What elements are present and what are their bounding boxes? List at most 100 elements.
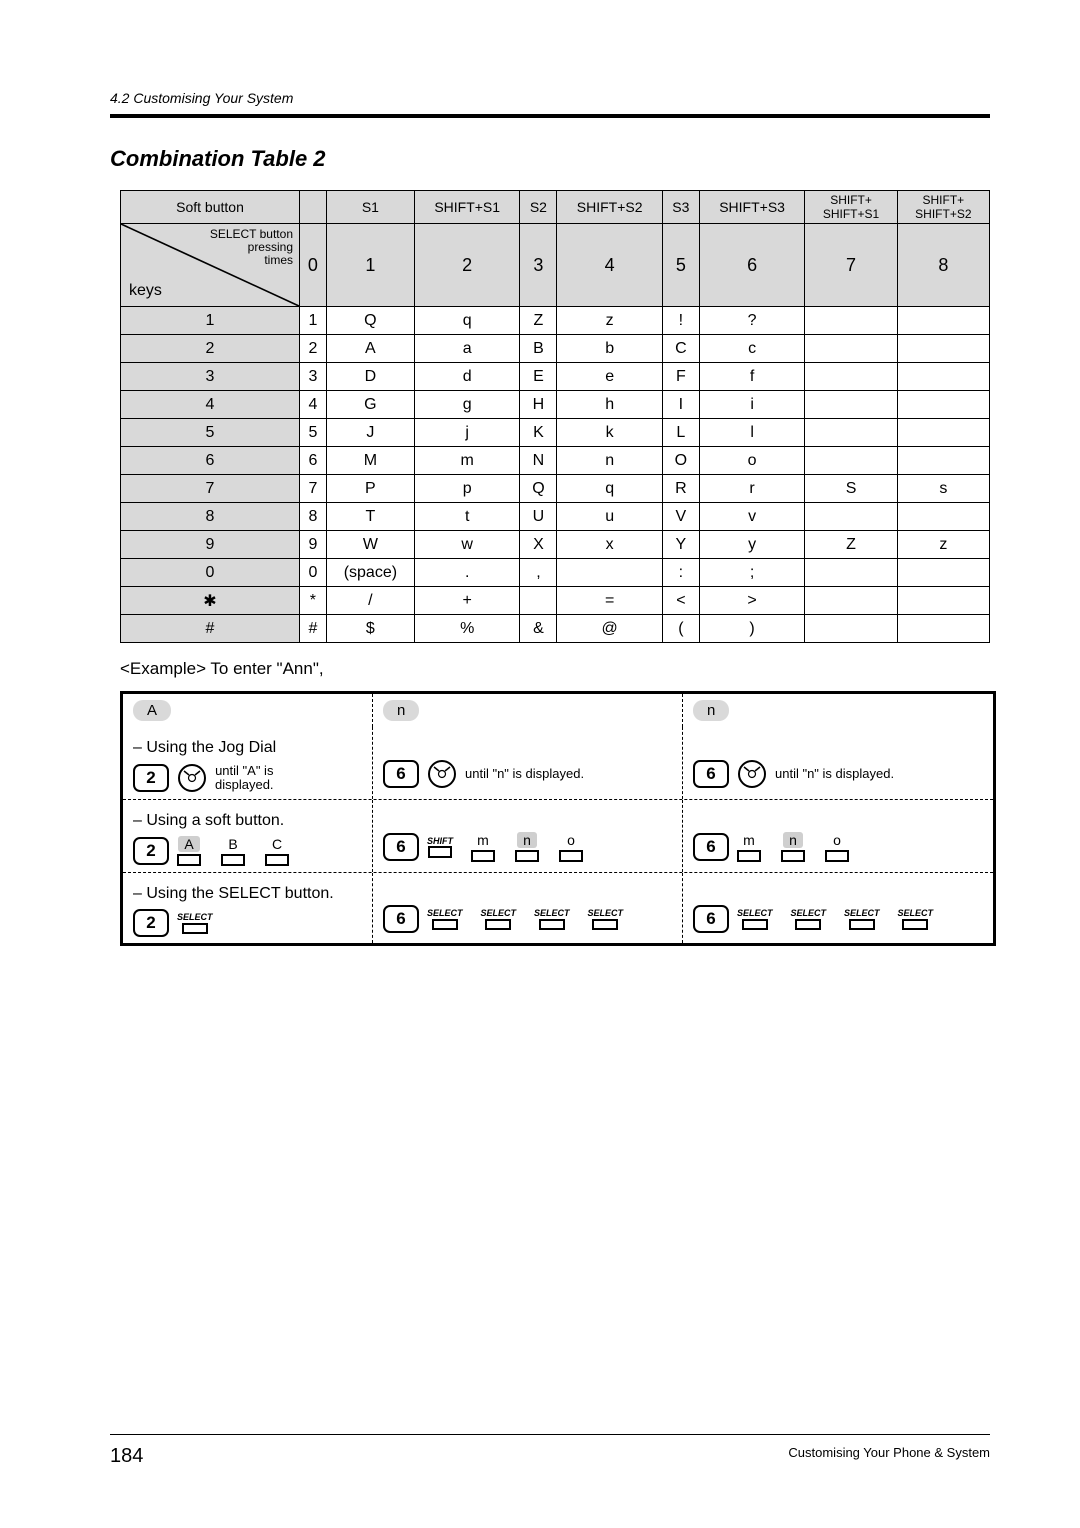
table-cell [897, 307, 989, 335]
table-cell: # [300, 615, 327, 643]
table-row: 55JjKkLl [121, 419, 990, 447]
key-button-6: 6 [383, 905, 419, 933]
key-cell: 8 [121, 503, 300, 531]
table-cell: 4 [300, 391, 327, 419]
soft-button: o [559, 832, 583, 862]
table-cell: p [414, 475, 520, 503]
table-cell: ? [699, 307, 805, 335]
table-cell: + [414, 587, 520, 615]
table-cell [557, 559, 663, 587]
table-cell: 8 [300, 503, 327, 531]
key-cell: 9 [121, 531, 300, 559]
table-row: 22AaBbCc [121, 335, 990, 363]
table-row: 11QqZz!? [121, 307, 990, 335]
table-cell: & [520, 615, 557, 643]
press-count-header: 4 [557, 224, 663, 307]
table-cell [805, 615, 897, 643]
table-cell: 6 [300, 447, 327, 475]
table-cell: R [662, 475, 699, 503]
table-cell [897, 447, 989, 475]
table-cell: m [414, 447, 520, 475]
table-cell: X [520, 531, 557, 559]
key-button-6: 6 [383, 760, 419, 788]
select-button: SELECT [534, 908, 570, 930]
diagonal-header-cell: SELECT button pressing timeskeys [121, 224, 300, 307]
table-cell: ; [699, 559, 805, 587]
table-cell: / [326, 587, 414, 615]
soft-button: m [471, 832, 495, 862]
table-cell [805, 447, 897, 475]
soft-button: B [221, 836, 245, 866]
table-header-cell [300, 191, 327, 224]
table-cell: 2 [300, 335, 327, 363]
table-cell: V [662, 503, 699, 531]
table-header-cell: S3 [662, 191, 699, 224]
table-cell: z [557, 307, 663, 335]
select-button: SELECT [481, 908, 517, 930]
table-header-cell: SHIFT+SHIFT+S1 [805, 191, 897, 224]
table-cell: G [326, 391, 414, 419]
press-count-header: 7 [805, 224, 897, 307]
table-cell: P [326, 475, 414, 503]
table-cell: f [699, 363, 805, 391]
table-cell: n [557, 447, 663, 475]
jog-dial-icon [427, 759, 457, 789]
table-cell: @ [557, 615, 663, 643]
table-cell: K [520, 419, 557, 447]
table-cell: v [699, 503, 805, 531]
jogdial-text-3: until "n" is displayed. [775, 767, 894, 781]
table-header-cell: S2 [520, 191, 557, 224]
table-cell: Z [520, 307, 557, 335]
jog-dial-icon [177, 763, 207, 793]
table-cell: 9 [300, 531, 327, 559]
table-cell: k [557, 419, 663, 447]
table-cell: 0 [300, 559, 327, 587]
table-cell: A [326, 335, 414, 363]
table-cell [805, 335, 897, 363]
table-cell: D [326, 363, 414, 391]
key-cell: # [121, 615, 300, 643]
table-row: 00(space).,:; [121, 559, 990, 587]
press-count-header: 0 [300, 224, 327, 307]
table-cell: h [557, 391, 663, 419]
table-row: 66MmNnOo [121, 447, 990, 475]
jogdial-method-label: – Using the Jog Dial [133, 739, 362, 757]
key-cell: 5 [121, 419, 300, 447]
table-cell: 5 [300, 419, 327, 447]
table-cell: O [662, 447, 699, 475]
table-cell: ( [662, 615, 699, 643]
key-cell: 6 [121, 447, 300, 475]
table-cell: % [414, 615, 520, 643]
press-count-header: 2 [414, 224, 520, 307]
select-button: SELECT [588, 908, 624, 930]
table-cell: B [520, 335, 557, 363]
table-cell: Q [520, 475, 557, 503]
soft-button: C [265, 836, 289, 866]
select-button: SELECT [177, 912, 213, 934]
table-cell: : [662, 559, 699, 587]
page-number: 184 [110, 1445, 143, 1468]
table-row: 44GgHhIi [121, 391, 990, 419]
table-header-cell: SHIFT+S1 [414, 191, 520, 224]
table-cell: * [300, 587, 327, 615]
header-rule [110, 114, 990, 118]
table-cell: y [699, 531, 805, 559]
table-row: ✱*/+=<> [121, 587, 990, 615]
table-cell [897, 363, 989, 391]
table-header-cell: Soft button [121, 191, 300, 224]
table-cell: M [326, 447, 414, 475]
table-cell: o [699, 447, 805, 475]
table-cell: . [414, 559, 520, 587]
table-cell [897, 615, 989, 643]
key-button-2: 2 [133, 909, 169, 937]
jogdial-text-1: until "A" is displayed. [215, 764, 274, 792]
key-cell: 3 [121, 363, 300, 391]
table-cell: H [520, 391, 557, 419]
table-cell [805, 307, 897, 335]
table-cell: > [699, 587, 805, 615]
page-footer: 184 Customising Your Phone & System [110, 1434, 990, 1468]
table-row: 33DdEeFf [121, 363, 990, 391]
table-cell: e [557, 363, 663, 391]
table-cell: $ [326, 615, 414, 643]
table-cell: t [414, 503, 520, 531]
